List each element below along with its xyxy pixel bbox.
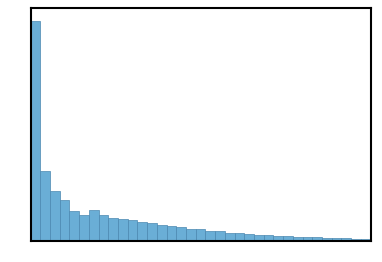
Bar [235, 233, 244, 241]
Bar [196, 230, 206, 241]
Bar [351, 239, 361, 241]
Bar [215, 231, 225, 241]
Bar [303, 237, 312, 241]
Bar [293, 237, 303, 241]
Bar [147, 223, 157, 241]
Bar [176, 227, 186, 241]
Bar [89, 210, 99, 241]
Bar [322, 238, 332, 241]
Bar [128, 220, 138, 241]
Bar [332, 238, 342, 241]
Bar [186, 229, 196, 241]
Bar [361, 239, 371, 241]
Bar [108, 218, 118, 241]
Bar [79, 215, 89, 241]
Bar [244, 234, 254, 241]
Bar [138, 222, 147, 241]
Bar [167, 226, 176, 241]
Bar [264, 235, 274, 241]
Bar [274, 236, 283, 241]
Bar [31, 21, 40, 241]
Bar [40, 171, 50, 241]
Bar [342, 238, 351, 241]
Bar [60, 200, 70, 241]
Bar [254, 234, 264, 241]
Bar [225, 233, 235, 241]
Bar [50, 190, 60, 241]
Bar [99, 215, 108, 241]
Bar [283, 236, 293, 241]
Bar [118, 219, 128, 241]
Bar [70, 211, 79, 241]
Bar [312, 237, 322, 241]
Bar [157, 225, 167, 241]
Bar [206, 231, 215, 241]
